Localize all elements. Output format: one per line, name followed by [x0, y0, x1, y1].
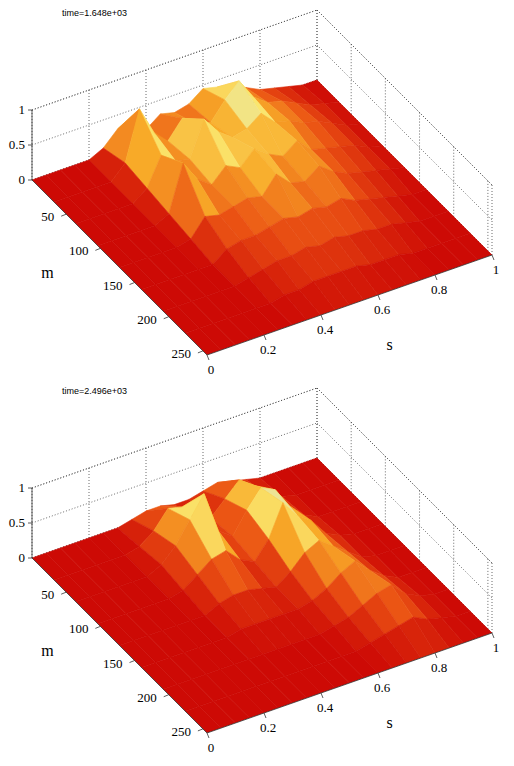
- grid-line: [260, 408, 261, 478]
- tick-label: 200: [137, 690, 157, 705]
- tick-label: 0: [208, 740, 215, 755]
- tick-label: 0: [19, 550, 26, 565]
- tick: [130, 661, 135, 663]
- figure: 00.515010015020025000.20.40.60.81mstime=…: [0, 0, 514, 766]
- tick-label: 150: [103, 278, 123, 293]
- tick: [198, 729, 203, 731]
- tick: [492, 633, 494, 638]
- tick-label: 150: [103, 656, 123, 671]
- back-walls: [32, 388, 492, 633]
- tick-label: 0.6: [374, 680, 391, 695]
- grid-line: [89, 90, 90, 160]
- axis-title: m: [41, 264, 54, 281]
- tick: [28, 523, 32, 524]
- panel: 00.515010015020025000.20.40.60.81mstime=…: [9, 386, 500, 755]
- tick-label: 0.2: [260, 342, 276, 357]
- s-axis: [207, 633, 492, 733]
- grid-line: [351, 422, 352, 492]
- tick: [264, 713, 266, 718]
- tick: [28, 558, 32, 559]
- grid-line: [317, 45, 492, 220]
- tick-label: 0.2: [260, 720, 276, 735]
- tick: [164, 695, 169, 697]
- grid-line: [317, 388, 492, 563]
- tick-label: 50: [41, 587, 54, 602]
- wall-edge: [317, 10, 492, 185]
- panel: 00.515010015020025000.20.40.60.81mstime=…: [9, 8, 500, 377]
- grid-line: [419, 113, 420, 183]
- tick: [435, 275, 437, 280]
- title: time=2.496e+03: [62, 386, 127, 396]
- tick-label: 1: [493, 262, 500, 277]
- tick: [61, 592, 66, 594]
- grid-line: [317, 10, 318, 80]
- grid-line: [32, 10, 317, 110]
- tick-label: 0.6: [374, 302, 391, 317]
- tick-label: 0.4: [317, 322, 334, 337]
- tick: [321, 693, 323, 698]
- tick-label: 100: [69, 243, 89, 258]
- grid-line: [385, 78, 386, 148]
- tick: [207, 733, 209, 738]
- tick: [95, 248, 100, 250]
- tick-label: 250: [171, 724, 191, 739]
- wall-edge: [32, 10, 317, 110]
- grid-line: [453, 525, 454, 595]
- grid-line: [453, 147, 454, 217]
- grid-line: [419, 491, 420, 561]
- surface: [32, 458, 492, 733]
- axis-title: s: [386, 336, 392, 353]
- tick: [28, 110, 32, 111]
- surface: [32, 80, 492, 355]
- grid-line: [487, 181, 488, 251]
- s-axis: [207, 255, 492, 355]
- grid-line: [89, 468, 90, 538]
- tick-label: 0.5: [9, 137, 25, 152]
- back-walls: [32, 10, 492, 255]
- tick-label: 0: [19, 172, 26, 187]
- tick: [28, 488, 32, 489]
- grid-line: [351, 44, 352, 114]
- tick-label: 200: [137, 312, 157, 327]
- grid-line: [317, 10, 492, 185]
- tick-label: 0.4: [317, 700, 334, 715]
- grid-line: [146, 448, 147, 518]
- tick-label: 100: [69, 621, 89, 636]
- grid-line: [385, 456, 386, 526]
- tick: [492, 255, 494, 260]
- tick: [28, 145, 32, 146]
- grid-line: [203, 428, 204, 498]
- tick-label: 1: [493, 640, 500, 655]
- tick-label: 0.8: [431, 660, 447, 675]
- axis-title: s: [386, 714, 392, 731]
- grid-line: [317, 388, 318, 458]
- tick: [198, 351, 203, 353]
- axis-title: m: [41, 642, 54, 659]
- tick-label: 0: [208, 362, 215, 377]
- grid-line: [487, 559, 488, 629]
- title: time=1.648e+03: [62, 8, 127, 18]
- tick: [207, 355, 209, 360]
- tick: [130, 283, 135, 285]
- tick: [28, 180, 32, 181]
- wall-edge: [317, 458, 492, 633]
- tick: [264, 335, 266, 340]
- tick-label: 1: [19, 102, 26, 117]
- tick: [378, 295, 380, 300]
- tick-label: 50: [41, 209, 54, 224]
- wall-edge: [317, 388, 492, 563]
- tick-label: 1: [19, 480, 26, 495]
- grid-line: [317, 458, 492, 633]
- tick: [378, 673, 380, 678]
- m-axis: [32, 558, 207, 733]
- tick-label: 250: [171, 346, 191, 361]
- tick: [321, 315, 323, 320]
- tick: [95, 626, 100, 628]
- m-axis: [32, 180, 207, 355]
- tick: [164, 317, 169, 319]
- tick-label: 0.8: [431, 282, 447, 297]
- tick: [61, 214, 66, 216]
- tick: [435, 653, 437, 658]
- tick-label: 0.5: [9, 515, 25, 530]
